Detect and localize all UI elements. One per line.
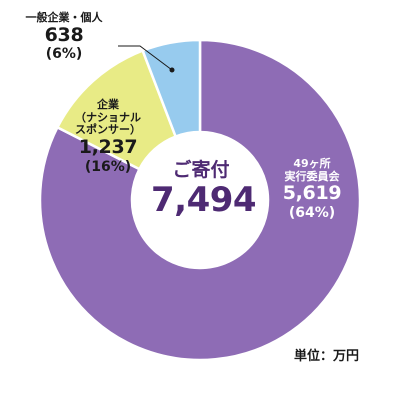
center-total-value: 7,494 bbox=[151, 179, 257, 220]
unit-note: 単位：万円 bbox=[294, 349, 360, 364]
slice-value: 638 bbox=[44, 23, 84, 46]
slice-label-general-individuals: 一般企業・個人 638 (6%) bbox=[18, 11, 110, 63]
slice-percent: (64%) bbox=[288, 205, 336, 222]
slice-name-line: 実行委員会 bbox=[284, 169, 340, 183]
leader-dot bbox=[169, 67, 175, 73]
slice-name-line: 49ヶ所 bbox=[293, 157, 331, 170]
slice-label-national-sponsors: 企業 （ナショナル スポンサー） 1,237 (16%) bbox=[60, 98, 156, 175]
center-title: ご寄付 bbox=[172, 159, 230, 181]
slice-value: 1,237 bbox=[78, 135, 138, 158]
slice-value: 5,619 bbox=[282, 182, 342, 205]
slice-percent: (6%) bbox=[45, 46, 83, 63]
slice-percent: (16%) bbox=[84, 158, 132, 175]
slice-general-individuals bbox=[141, 38, 202, 139]
slice-label-committees: 49ヶ所 実行委員会 5,619 (64%) bbox=[262, 157, 362, 222]
slice-name-line: スポンサー） bbox=[75, 123, 141, 137]
slice-committees bbox=[38, 38, 362, 362]
slice-name-line: （ナショナル bbox=[75, 110, 141, 124]
donut-center: ご寄付 7,494 bbox=[151, 159, 257, 220]
slice-name-line: 一般企業・個人 bbox=[25, 11, 103, 24]
slice-name-line: 企業 bbox=[97, 98, 119, 111]
leader-line bbox=[118, 45, 173, 71]
